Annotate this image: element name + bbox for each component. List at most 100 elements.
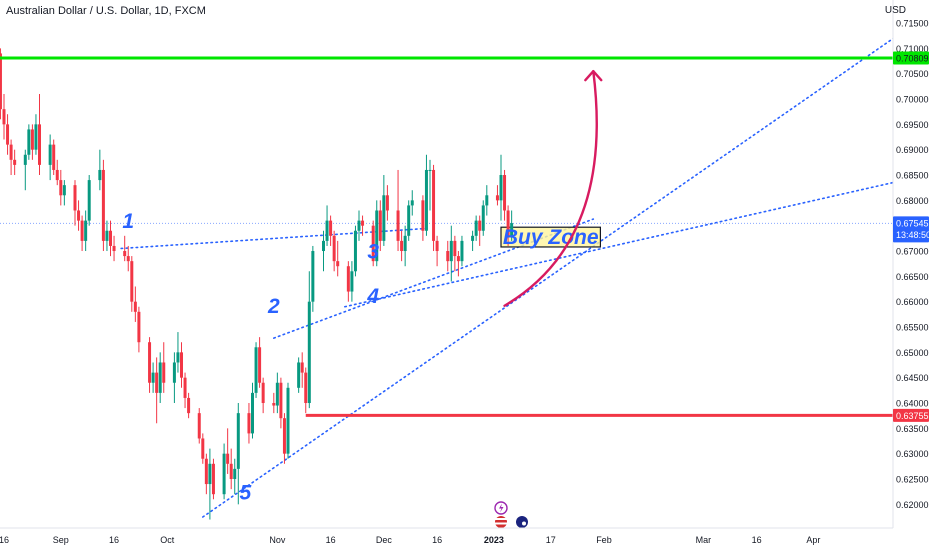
- candle-body: [357, 220, 361, 231]
- x-tick-label: 16: [326, 535, 336, 545]
- price-currency-label: USD: [884, 5, 906, 16]
- candle-body: [300, 362, 304, 373]
- candle-body: [183, 377, 187, 398]
- x-tick-label: 2023: [484, 535, 504, 545]
- candle-body: [151, 372, 155, 383]
- candle-body: [428, 169, 432, 171]
- candle-body: [208, 463, 212, 485]
- trend-line: [202, 37, 893, 518]
- y-tick-label: 0.66000: [896, 297, 929, 307]
- economic-events: [494, 501, 528, 528]
- candle-body: [332, 235, 336, 262]
- candle-body: [446, 251, 450, 262]
- y-tick-label: 0.64500: [896, 373, 929, 383]
- y-tick-label: 0.66500: [896, 272, 929, 282]
- candle-body: [133, 301, 137, 312]
- candle-body: [403, 235, 407, 252]
- candles: [0, 48, 514, 520]
- x-tick-label: Nov: [269, 535, 286, 545]
- trend-line: [343, 181, 893, 308]
- arrow-head: [584, 69, 603, 82]
- candle-body: [474, 220, 478, 236]
- candle-body: [73, 185, 77, 211]
- candle-body: [424, 169, 428, 231]
- candle-body: [421, 200, 425, 231]
- candle-body: [258, 347, 262, 383]
- candle-body: [329, 220, 333, 236]
- candle-body: [407, 205, 411, 236]
- support-price-badge: [893, 408, 929, 422]
- y-tick-label: 0.65000: [896, 348, 929, 358]
- candle-body: [137, 311, 141, 343]
- candle-body: [478, 220, 482, 231]
- y-tick-label: 0.69500: [896, 120, 929, 130]
- candle-body: [123, 251, 127, 257]
- candle-body: [148, 342, 152, 383]
- candle-body: [396, 210, 400, 241]
- candle-body: [385, 195, 389, 211]
- candle-body: [6, 124, 10, 145]
- x-tick-label: Sep: [53, 535, 69, 545]
- resistance-price-label: 0.70809: [896, 54, 929, 64]
- bar-countdown-label: 13:48:50: [896, 230, 931, 240]
- candle-body: [2, 109, 6, 125]
- y-tick-label: 0.69000: [896, 145, 929, 155]
- candle-body: [325, 220, 329, 241]
- x-tick-label: 16: [432, 535, 442, 545]
- candle-body: [311, 251, 315, 302]
- candle-body: [400, 240, 404, 252]
- candle-body: [361, 220, 365, 226]
- y-tick-label: 0.70500: [896, 69, 929, 79]
- candle-body: [282, 418, 286, 454]
- candle-body: [172, 362, 176, 383]
- candle-body: [176, 352, 180, 363]
- candle-body: [254, 347, 258, 393]
- candle-body: [101, 169, 105, 241]
- candle-body: [471, 235, 475, 241]
- candle-body: [13, 159, 17, 165]
- candle-body: [229, 463, 233, 480]
- price-axis: 0.71500 0.71000 0.70500 0.70000 0.69500 0.690…: [892, 0, 931, 528]
- candle-body: [378, 210, 382, 241]
- candle-body: [23, 154, 27, 165]
- y-tick-label: 0.67000: [896, 247, 929, 257]
- candle-body: [105, 230, 109, 241]
- candle-body: [435, 240, 439, 252]
- candle-body: [236, 413, 240, 469]
- candle-body: [503, 175, 507, 211]
- candle-body: [197, 413, 201, 439]
- candle-body: [109, 230, 112, 246]
- x-tick-label: 16: [0, 535, 9, 545]
- candle-body: [62, 185, 66, 196]
- candle-body: [34, 124, 38, 150]
- candle-body: [27, 129, 31, 155]
- x-tick-label: Apr: [806, 535, 820, 545]
- candle-body: [77, 210, 81, 221]
- plot-area: Buy Zone 1 2 3 4 5: [0, 37, 893, 528]
- candle-body: [0, 53, 2, 110]
- candle-body: [261, 382, 265, 404]
- wave-label-3: 3: [367, 241, 379, 264]
- candle-body: [346, 266, 350, 292]
- y-tick-label: 0.70000: [896, 95, 929, 105]
- candle-body: [371, 225, 375, 262]
- candle-body: [449, 240, 453, 262]
- y-tick-label: 0.68500: [896, 171, 929, 181]
- au-flag-star: [522, 521, 526, 526]
- us-flag-stripe: [495, 522, 507, 525]
- x-tick-label: Mar: [696, 535, 712, 545]
- candle-body: [353, 230, 357, 272]
- symbol-title: Australian Dollar / U.S. Dollar, 1D, FXC…: [6, 5, 206, 17]
- candle-body: [187, 397, 191, 414]
- au-flag-icon: [516, 516, 528, 528]
- candle-body: [495, 195, 499, 201]
- candle-body: [251, 392, 254, 434]
- candle-body: [275, 382, 279, 406]
- y-tick-label: 0.62500: [896, 475, 929, 485]
- resistance-price-badge: [893, 51, 929, 65]
- candle-body: [211, 463, 215, 495]
- candle-body: [55, 169, 59, 181]
- candle-body: [506, 210, 510, 236]
